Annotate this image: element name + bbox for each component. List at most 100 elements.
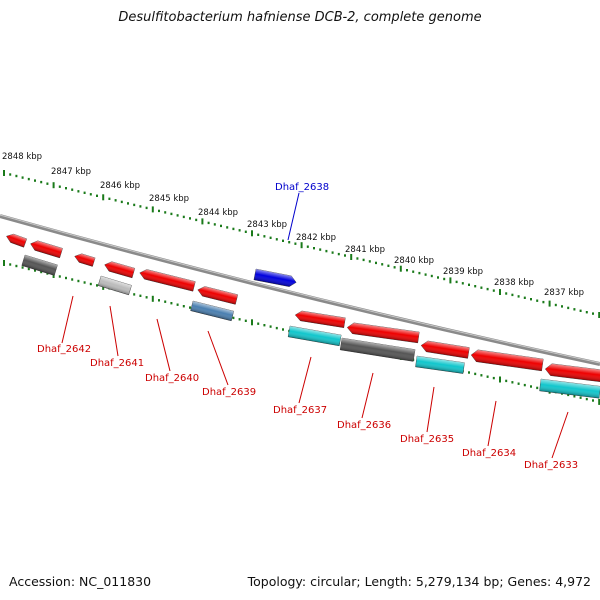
ruler-major-tick — [52, 182, 55, 189]
gene-label[interactable]: Dhaf_2637 — [273, 405, 327, 416]
ruler-major-tick — [151, 206, 154, 213]
ruler-minor-tick — [170, 212, 173, 216]
ruler-minor-tick — [585, 311, 588, 314]
ruler-minor-tick — [492, 376, 495, 380]
ruler-minor-tick — [468, 283, 470, 286]
gene-arrow[interactable] — [21, 254, 58, 276]
ruler-label: 2840 kbp — [394, 256, 434, 266]
gene-arrow[interactable] — [29, 239, 63, 259]
ruler-label: 2847 kbp — [51, 167, 91, 177]
gene-arrow[interactable] — [339, 337, 416, 362]
ruler-minor-tick — [344, 254, 346, 257]
ruler-minor-tick — [9, 173, 12, 176]
gene-arrow[interactable] — [103, 260, 136, 279]
ruler-minor-tick — [257, 233, 260, 236]
ruler-minor-tick — [381, 263, 384, 266]
gene-arrow[interactable] — [539, 378, 600, 399]
ruler-minor-tick — [461, 282, 464, 285]
ruler-minor-tick — [430, 274, 433, 278]
ruler-minor-tick — [263, 235, 266, 238]
ruler-minor-tick — [189, 217, 191, 220]
genome-summary: Topology: circular; Length: 5,279,134 bp… — [247, 574, 591, 589]
gene-label[interactable]: Dhaf_2639 — [202, 387, 256, 398]
ruler-major-tick — [350, 254, 353, 260]
ruler-minor-tick — [96, 194, 98, 197]
gene-arrow-shade — [545, 363, 600, 382]
gene-label[interactable]: Dhaf_2635 — [400, 434, 454, 445]
ruler-minor-tick — [511, 381, 514, 384]
gene-label[interactable]: Dhaf_2638 — [275, 182, 329, 193]
ruler-minor-tick — [523, 383, 526, 387]
gene-arrow[interactable] — [97, 275, 132, 296]
gene-label[interactable]: Dhaf_2642 — [37, 344, 91, 355]
ruler-minor-tick — [176, 303, 179, 306]
ruler-minor-tick — [282, 239, 284, 242]
gene-arrow[interactable] — [287, 325, 342, 347]
gene-leader-line — [426, 386, 435, 433]
ruler-major-tick — [251, 230, 253, 237]
gene-arrow-shade — [340, 338, 416, 362]
ruler-minor-tick — [127, 202, 129, 205]
gene-arrow-shade — [21, 255, 58, 276]
ruler-minor-tick — [517, 295, 520, 298]
gene-arrow[interactable] — [190, 300, 234, 322]
ruler-minor-tick — [331, 251, 334, 254]
gene-arrow[interactable] — [139, 268, 196, 292]
ruler-minor-tick — [71, 278, 74, 281]
ruler-minor-tick — [133, 293, 136, 296]
ruler-minor-tick — [133, 203, 136, 207]
ruler-minor-tick — [65, 276, 67, 280]
ruler-minor-tick — [275, 326, 278, 330]
ruler-major-tick — [3, 260, 5, 266]
ruler-minor-tick — [232, 227, 235, 231]
ruler-minor-tick — [58, 275, 61, 278]
ruler-minor-tick — [474, 372, 477, 376]
ruler-label: 2842 kbp — [296, 233, 336, 243]
ruler-label: 2841 kbp — [345, 245, 385, 255]
gene-arrow[interactable] — [73, 252, 96, 267]
gene-label[interactable]: Dhaf_2640 — [145, 373, 199, 384]
gene-leader-line — [361, 372, 374, 419]
ruler-upper — [3, 170, 600, 318]
ruler-label: 2845 kbp — [149, 194, 189, 204]
gene-arrow[interactable] — [470, 349, 544, 372]
gene-label[interactable]: Dhaf_2636 — [337, 420, 391, 431]
gene-arrow[interactable] — [197, 285, 239, 305]
gene-arrow[interactable] — [253, 268, 297, 288]
ruler-minor-tick — [592, 312, 594, 315]
ruler-label: 2844 kbp — [198, 208, 238, 218]
ruler-minor-tick — [34, 269, 36, 272]
gene-label[interactable]: Dhaf_2633 — [524, 460, 578, 471]
ruler-minor-tick — [145, 206, 148, 210]
gene-arrow[interactable] — [415, 355, 465, 374]
ruler-minor-tick — [536, 386, 539, 390]
ruler-minor-tick — [238, 229, 241, 232]
gene-arrow[interactable] — [346, 322, 420, 344]
gene-arrow[interactable] — [5, 232, 28, 248]
ruler-minor-tick — [269, 236, 272, 239]
gene-label[interactable]: Dhaf_2641 — [90, 358, 144, 369]
gene-arrow-shade — [74, 253, 96, 267]
ruler-major-tick — [449, 277, 452, 284]
ruler-minor-tick — [27, 177, 30, 181]
gene-arrow-shade — [421, 340, 470, 359]
ruler-minor-tick — [579, 309, 582, 312]
gene-leader-line — [156, 318, 171, 372]
gene-arrow[interactable] — [544, 363, 600, 382]
gene-label[interactable]: Dhaf_2634 — [462, 448, 516, 459]
ruler-major-tick — [201, 218, 204, 225]
ruler-minor-tick — [269, 325, 272, 328]
gene-leader-line — [287, 192, 300, 241]
gene-arrow-shade — [30, 240, 63, 258]
gene-arrow[interactable] — [420, 340, 470, 359]
ruler-major-tick — [598, 398, 600, 405]
ruler-major-tick — [251, 319, 253, 326]
ruler-minor-tick — [486, 287, 489, 291]
ruler-minor-tick — [375, 261, 377, 265]
ruler-minor-tick — [15, 174, 18, 178]
ruler-minor-tick — [573, 308, 576, 311]
ruler-minor-tick — [189, 306, 191, 309]
gene-arrow[interactable] — [294, 310, 346, 328]
ruler-minor-tick — [362, 258, 365, 262]
gene-arrow-shade — [471, 349, 544, 371]
